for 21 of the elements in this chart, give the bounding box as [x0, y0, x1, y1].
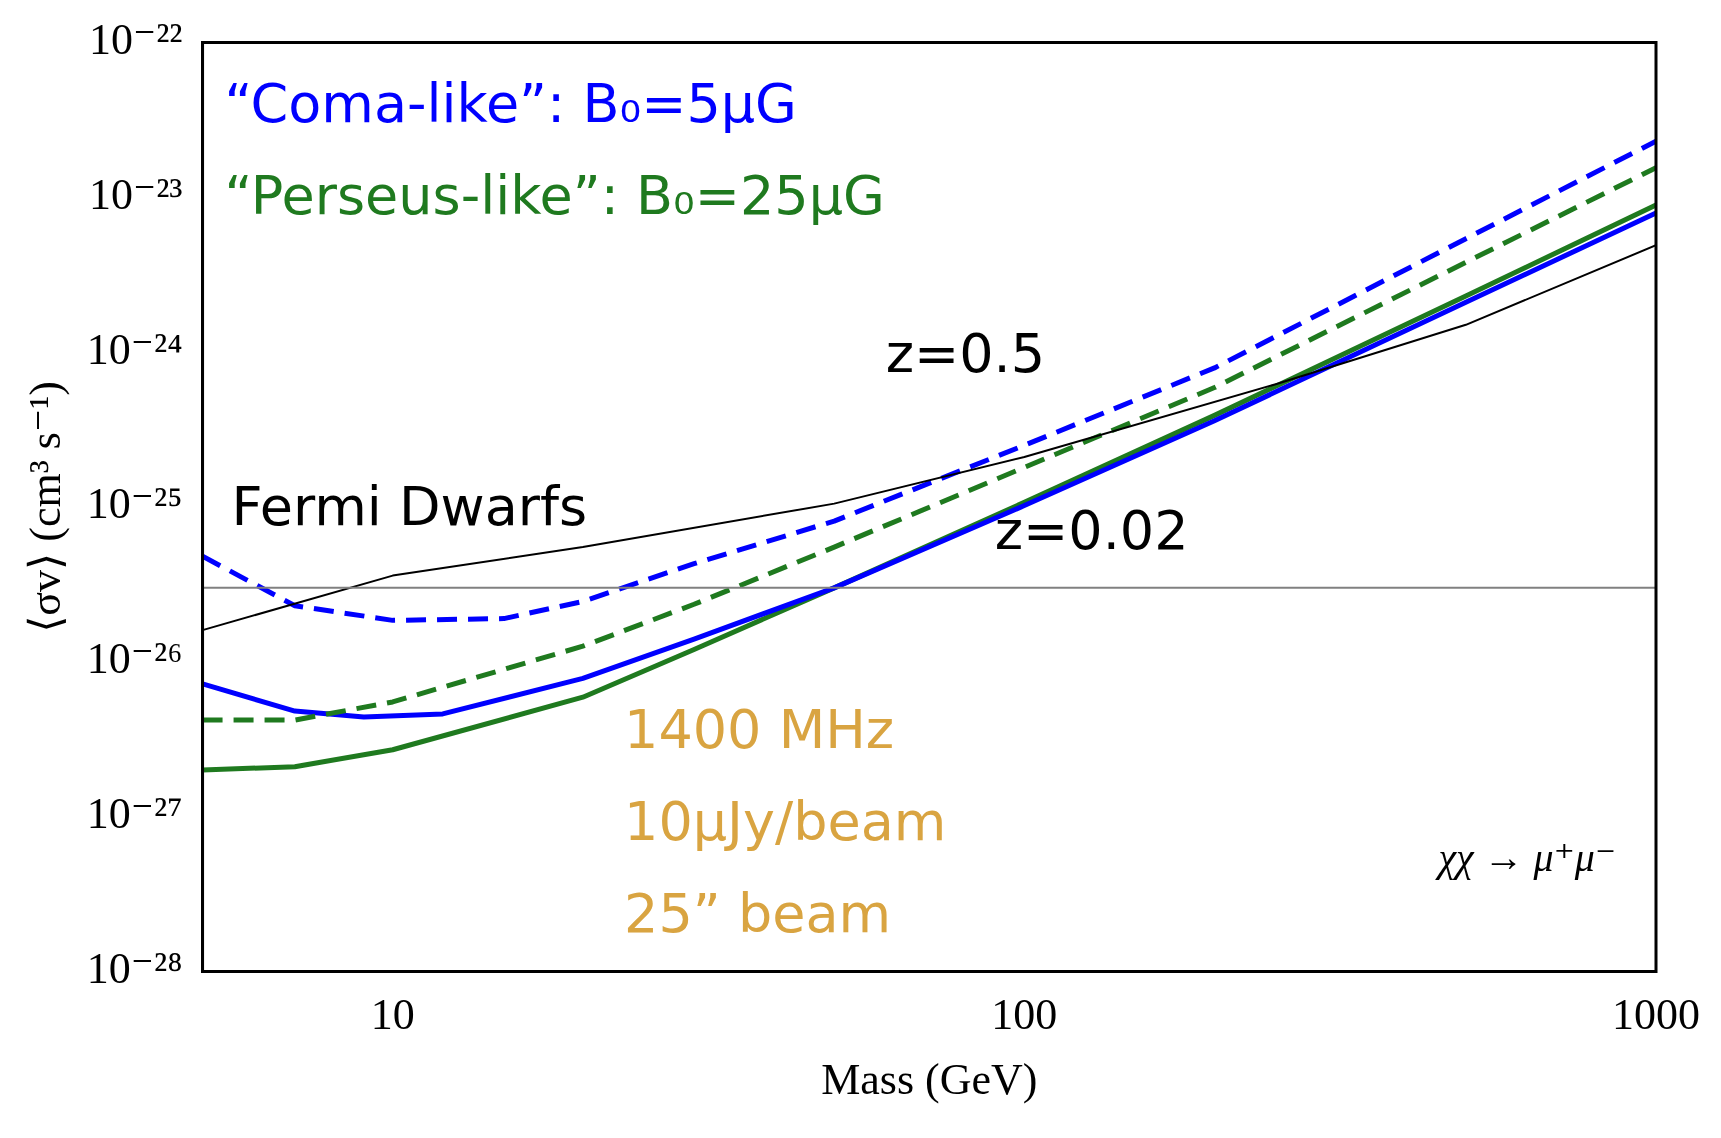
y-tick-label: 10⁻²⁷: [86, 789, 183, 839]
x-tick-label: 10: [370, 990, 415, 1040]
y-tick-label: 10⁻²⁶: [86, 634, 183, 684]
annotation: 25” beam: [624, 882, 892, 946]
text: “Coma-like”: B₀=5μG: [224, 72, 797, 136]
y-tick-label: 10⁻²²: [88, 14, 183, 64]
annotation: 1400 MHz: [624, 698, 895, 762]
x-tick-label: 1000: [1612, 990, 1700, 1040]
annotation: χχ → μ⁺μ⁻: [1434, 835, 1616, 881]
annotation: z=0.5: [885, 322, 1046, 386]
x-axis-title: Mass (GeV): [821, 1055, 1038, 1105]
annotation: Fermi Dwarfs: [231, 475, 588, 539]
y-tick-label: 10⁻²³: [88, 169, 183, 219]
y-tick-label: 10⁻²⁴: [86, 324, 183, 374]
y-tick-label: 10⁻²⁵: [86, 479, 183, 529]
annotation: 10μJy/beam: [624, 790, 947, 854]
annotation: z=0.02: [994, 498, 1189, 562]
x-tick-label: 100: [991, 990, 1058, 1040]
y-tick-label: 10⁻²⁸: [86, 943, 183, 993]
y-axis-title: ⟨σv⟩ (cm³ s⁻¹): [20, 380, 70, 633]
text: “Perseus-like”: B₀=25μG: [224, 164, 885, 228]
